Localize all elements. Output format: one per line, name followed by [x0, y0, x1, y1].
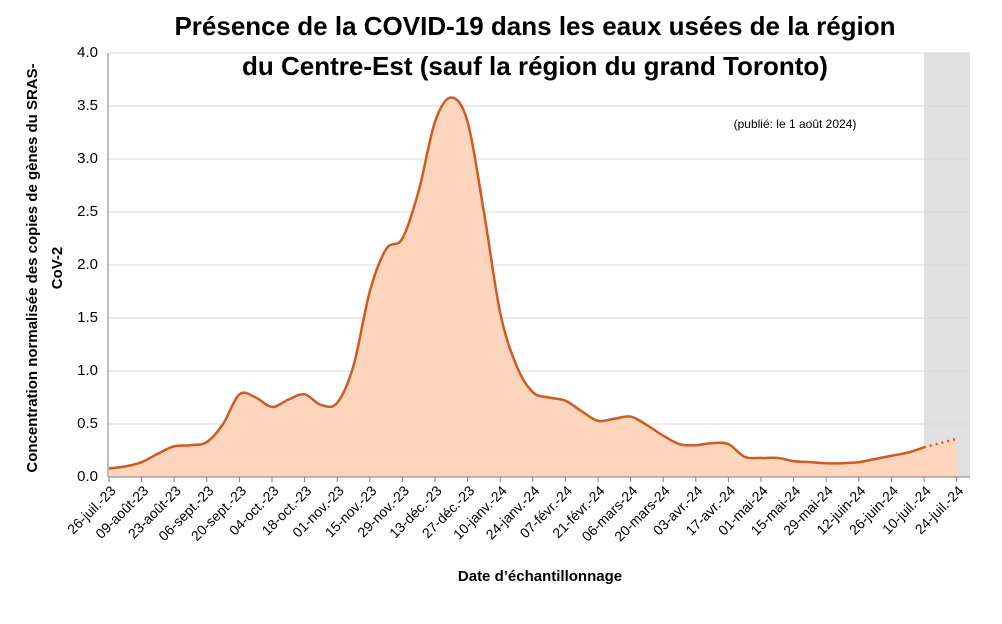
- x-axis-title: Date d’échantillonnage: [458, 568, 622, 585]
- y-tick-label: 1.0: [77, 362, 98, 379]
- y-tick-label: 1.5: [77, 309, 98, 326]
- chart-title: du Centre-Est (sauf la région du grand T…: [242, 51, 828, 81]
- chart-title: Présence de la COVID-19 dans les eaux us…: [174, 11, 895, 41]
- y-tick-label: 3.5: [77, 97, 98, 114]
- y-tick-label: 3.0: [77, 150, 98, 167]
- y-tick-label: 0.5: [77, 415, 98, 432]
- annotation: (publié: le 1 août 2024): [734, 117, 857, 131]
- y-tick-label: 2.0: [77, 256, 98, 273]
- area: [109, 97, 957, 478]
- y-tick-label: 0.0: [77, 468, 98, 485]
- line: [108, 96, 925, 470]
- y-axis-title: CoV-2: [49, 247, 66, 290]
- y-axis-title: Concentration normalisée des copies de g…: [24, 63, 41, 472]
- y-tick-label: 4.0: [77, 44, 98, 61]
- y-tick-label: 2.5: [77, 203, 98, 220]
